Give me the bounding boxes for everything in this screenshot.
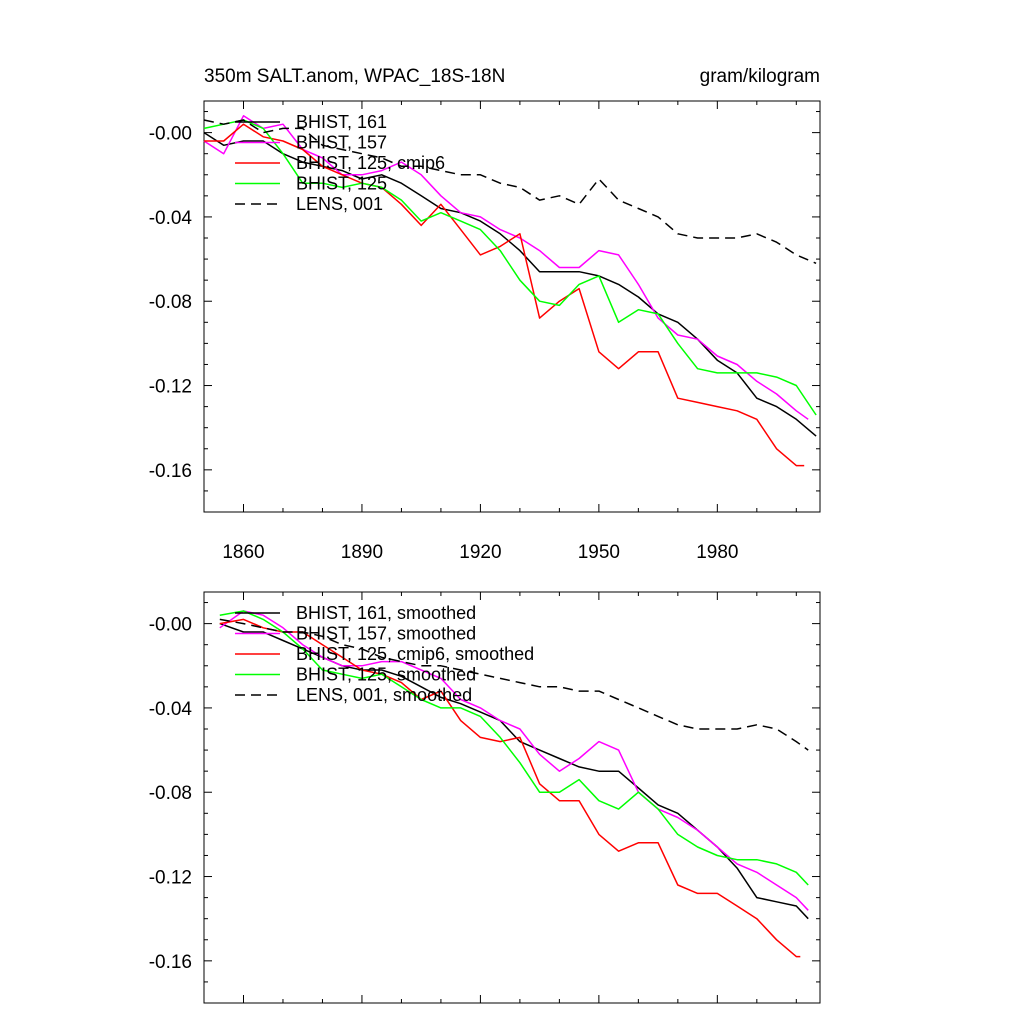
legend-label: BHIST, 125, cmip6 (296, 153, 445, 173)
x-tick-label: 1890 (341, 542, 383, 563)
series-line-2 (204, 123, 805, 467)
y-tick-label: -0.04 (149, 699, 193, 720)
y-tick-label: -0.12 (149, 377, 192, 398)
legend-label: BHIST, 125, smoothed (296, 665, 476, 685)
series-line-4 (203, 119, 817, 264)
series-line-1 (219, 610, 809, 911)
x-tick-label: 1920 (459, 542, 501, 563)
legend-label: BHIST, 161 (296, 112, 387, 132)
y-tick-label: -0.08 (149, 292, 192, 313)
y-tick-label: -0.12 (149, 868, 192, 889)
series-line-3 (219, 610, 809, 886)
series-line-2 (219, 618, 801, 958)
chart-title-left: 350m SALT.anom, WPAC_18S-18N (204, 66, 505, 87)
bottom-chart-panel: -0.00 -0.04 -0.08 -0.12 -0.16 BHIST, 161, smo… (149, 591, 821, 1004)
legend-label: BHIST, 157 (296, 133, 387, 153)
plot-frame (203, 591, 821, 1004)
plot-frame (203, 100, 821, 513)
y-tick-label: -0.16 (149, 952, 192, 973)
chart-units-label: gram/kilogram (700, 66, 820, 87)
series-line-3 (203, 119, 817, 416)
y-tick-label: -0.04 (149, 208, 193, 229)
legend-label: BHIST, 125 (296, 174, 387, 194)
legend-label: BHIST, 161, smoothed (296, 603, 476, 623)
y-tick-label: -0.00 (149, 615, 192, 636)
legend-label: LENS, 001, smoothed (296, 685, 472, 705)
x-tick-label: 1980 (696, 542, 738, 563)
top-chart-panel: -0.00 -0.04 -0.08 -0.12 -0.16 1860 1890 1920 195… (149, 100, 821, 563)
legend-label: BHIST, 157, smoothed (296, 624, 476, 644)
series-line-4 (219, 618, 809, 751)
legend-label: LENS, 001 (296, 194, 383, 214)
x-tick-label: 1860 (222, 542, 264, 563)
y-tick-label: -0.16 (149, 461, 192, 482)
y-tick-label: -0.00 (149, 124, 192, 145)
y-tick-label: -0.08 (149, 783, 192, 804)
series-line-0 (203, 131, 817, 437)
series-line-1 (203, 115, 809, 420)
x-tick-label: 1950 (578, 542, 620, 563)
legend-label: BHIST, 125, cmip6, smoothed (296, 644, 534, 664)
